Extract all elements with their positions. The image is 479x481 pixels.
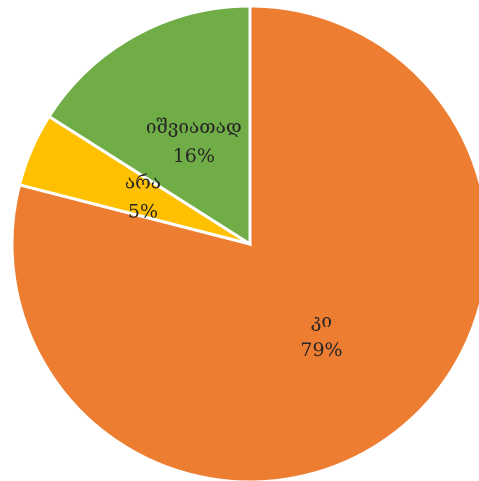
slice-value-label: 16%	[173, 145, 215, 167]
slice-category-label: კი	[311, 310, 332, 332]
slice-value-label: 5%	[128, 201, 158, 223]
slice-category-label: არა	[125, 172, 161, 194]
slice-value-label: 79%	[300, 339, 342, 361]
slice-category-label: იშვიათად	[146, 116, 242, 138]
pie-slice	[46, 4, 252, 247]
